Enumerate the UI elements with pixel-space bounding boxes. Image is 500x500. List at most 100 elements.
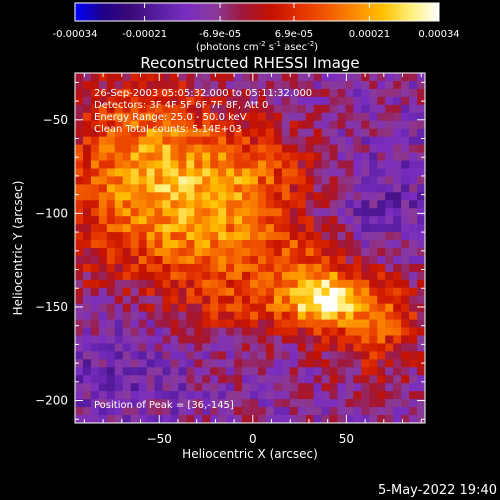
heat-cell (393, 327, 402, 337)
heat-cell (210, 73, 219, 82)
heat-cell (281, 248, 291, 257)
heat-cell (170, 200, 180, 209)
heat-cell (106, 96, 116, 106)
heat-cell (417, 335, 425, 345)
heat-cell (281, 168, 291, 178)
heat-cell (409, 303, 418, 313)
heat-cell (114, 303, 124, 313)
heat-cell (90, 343, 100, 353)
heat-cell (321, 184, 331, 193)
heat-cell (250, 184, 259, 193)
heat-cell (337, 200, 347, 209)
heat-cell (305, 120, 315, 130)
heat-cell (146, 128, 156, 138)
heat-cell (242, 112, 251, 122)
heat-cell (393, 415, 402, 423)
heat-cell (297, 375, 307, 384)
heat-cell (369, 311, 378, 321)
heat-cell (377, 351, 386, 360)
heat-cell (178, 208, 187, 217)
heat-cell (265, 407, 275, 416)
heat-cell (82, 120, 92, 130)
heat-cell (90, 176, 100, 185)
heat-cell (337, 73, 347, 82)
heat-cell (265, 184, 275, 193)
heat-cell (369, 399, 378, 408)
heat-cell (385, 128, 394, 138)
heat-cell (90, 327, 100, 337)
heat-cell (162, 144, 172, 154)
heat-cell (138, 327, 148, 337)
heat-cell (146, 271, 156, 281)
heat-cell (409, 343, 418, 353)
heat-cell (385, 248, 394, 257)
heat-cell (321, 303, 331, 313)
heat-cell (337, 208, 347, 217)
heat-cell (178, 391, 187, 400)
heat-cell (82, 407, 92, 416)
heat-cell (337, 184, 347, 193)
heat-cell (353, 279, 362, 289)
heat-cell (289, 343, 299, 353)
heat-cell (369, 176, 378, 185)
heat-cell (281, 415, 291, 423)
heat-cell (130, 383, 140, 392)
heat-cell (353, 295, 362, 305)
heat-cell (385, 399, 394, 408)
heat-cell (305, 248, 315, 257)
heat-cell (226, 303, 235, 313)
heat-cell (75, 104, 84, 114)
heat-cell (186, 136, 195, 146)
heat-cell (313, 144, 323, 154)
footer-date: 5-May-2022 19:40 (378, 483, 497, 498)
heat-cell (385, 232, 394, 241)
heat-cell (218, 248, 227, 257)
heat-cell (202, 399, 211, 408)
heat-cell (297, 112, 307, 122)
heat-cell (257, 255, 267, 265)
heat-cell (417, 399, 425, 408)
heat-cell (75, 263, 84, 273)
heat-cell (154, 271, 164, 281)
heat-cell (122, 319, 132, 329)
heat-cell (186, 200, 195, 209)
heat-cell (75, 216, 84, 225)
heat-cell (313, 88, 323, 98)
heat-cell (313, 359, 323, 368)
heat-cell (345, 255, 355, 265)
heat-cell (361, 295, 370, 305)
heat-cell (106, 367, 116, 376)
heat-cell (305, 200, 315, 209)
heat-cell (138, 383, 148, 392)
heat-cell (289, 80, 299, 90)
heat-cell (417, 279, 425, 289)
heat-cell (146, 407, 156, 416)
heat-cell (289, 248, 299, 257)
heat-cell (377, 160, 386, 170)
heat-cell (353, 112, 362, 122)
heat-cell (218, 104, 227, 114)
heat-cell (226, 255, 235, 265)
heat-cell (297, 415, 307, 423)
heat-cell (265, 279, 275, 289)
heat-cell (273, 120, 283, 130)
heat-cell (186, 152, 195, 162)
heat-cell (170, 327, 180, 337)
heat-cell (297, 168, 307, 178)
heat-cell (114, 73, 124, 82)
heat-cell (321, 311, 331, 321)
heat-cell (138, 335, 148, 345)
heat-cell (377, 224, 386, 233)
heat-cell (361, 367, 370, 376)
heat-cell (202, 104, 211, 114)
heat-cell (297, 343, 307, 353)
heat-cell (377, 192, 386, 201)
heat-cell (401, 208, 410, 217)
heat-cell (82, 168, 92, 178)
heat-cell (369, 192, 378, 201)
heat-cell (329, 255, 339, 265)
heat-cell (194, 311, 203, 321)
heat-cell (321, 295, 331, 305)
heat-cell (409, 192, 418, 201)
heat-cell (337, 168, 347, 178)
